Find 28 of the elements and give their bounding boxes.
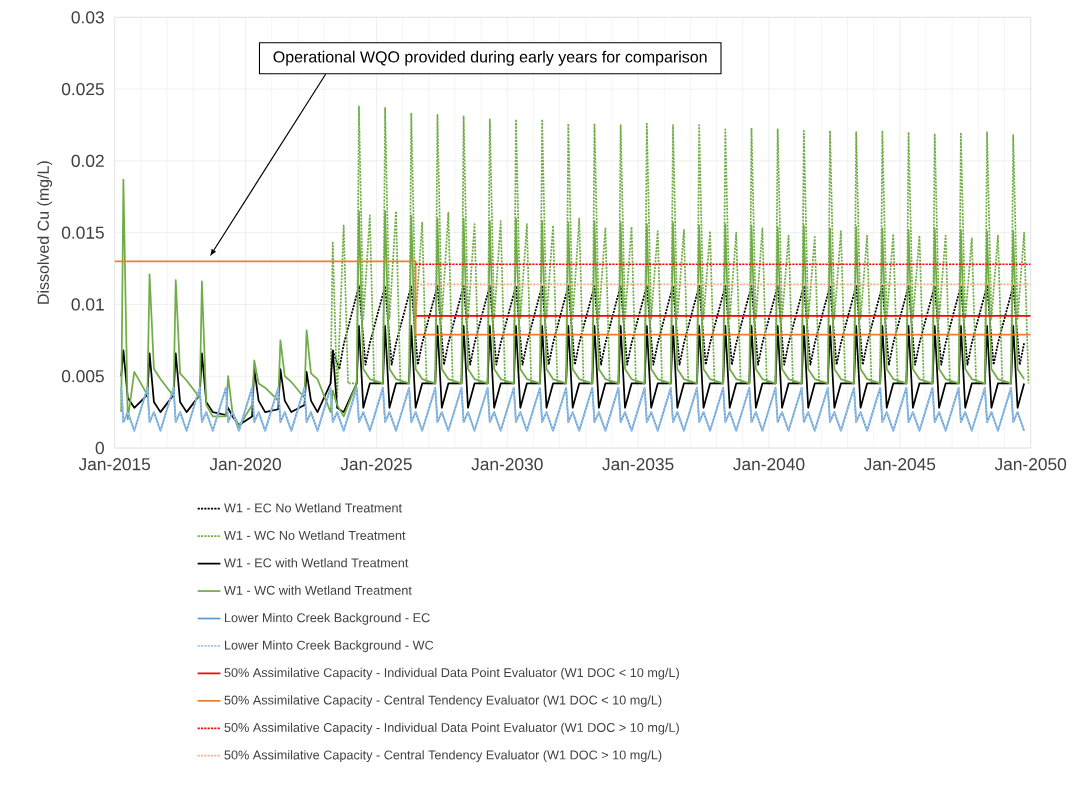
legend-label: W1 - EC No Wetland Treatment (224, 503, 402, 513)
legend-label: 50% Assimilative Capacity - Central Tendency Evaluator (W1 DOC > 10 mg/L) (224, 750, 662, 762)
line-series (120, 386, 1025, 432)
legend-label: W1 - EC with Wetland Treatment (224, 558, 409, 568)
x-tick-label: Jan-2025 (340, 458, 412, 471)
annotation: Operational WQO provided during early years for comparison (273, 50, 707, 66)
legend-label: 50% Assimilative Capacity - Individual Data Point Evaluator (W1 DOC < 10 mg/L) (224, 667, 679, 680)
y-tick-label: 0.015 (61, 226, 104, 239)
legend-label: 50% Assimilative Capacity - Individual Data Point Evaluator (W1 DOC > 10 mg/L) (224, 722, 679, 735)
x-tick-label: Jan-2035 (602, 458, 674, 471)
legend-label: 50% Assimilative Capacity - Central Tendency Evaluator (W1 DOC < 10 mg/L) (224, 695, 662, 708)
x-tick-label: Jan-2040 (733, 458, 805, 471)
y-tick-label: 0.03 (71, 11, 104, 24)
x-tick-label: Jan-2020 (209, 458, 281, 471)
y-tick-label: 0 (95, 441, 104, 455)
y-axis-title: Dissolved Cu (mg/L) (37, 161, 53, 304)
x-tick-label: Jan-2050 (994, 458, 1067, 471)
x-tick-label: Jan-2045 (863, 458, 936, 471)
x-tick-label: Jan-2015 (78, 458, 151, 471)
y-tick-label: 0.02 (71, 154, 104, 168)
legend-label: Lower Minto Creek Background - WC (225, 640, 434, 653)
x-tick-label: Jan-2030 (471, 458, 543, 471)
y-tick-label: 0.01 (71, 298, 104, 311)
y-tick-label: 0.025 (61, 82, 104, 96)
legend-label: W1 - WC No Wetland Treatment (224, 530, 406, 540)
y-tick-label: 0.005 (61, 370, 104, 383)
legend-label: Lower Minto Creek Background - EC (225, 612, 430, 625)
legend-label: W1 - WC with Wetland Treatment (224, 585, 412, 595)
